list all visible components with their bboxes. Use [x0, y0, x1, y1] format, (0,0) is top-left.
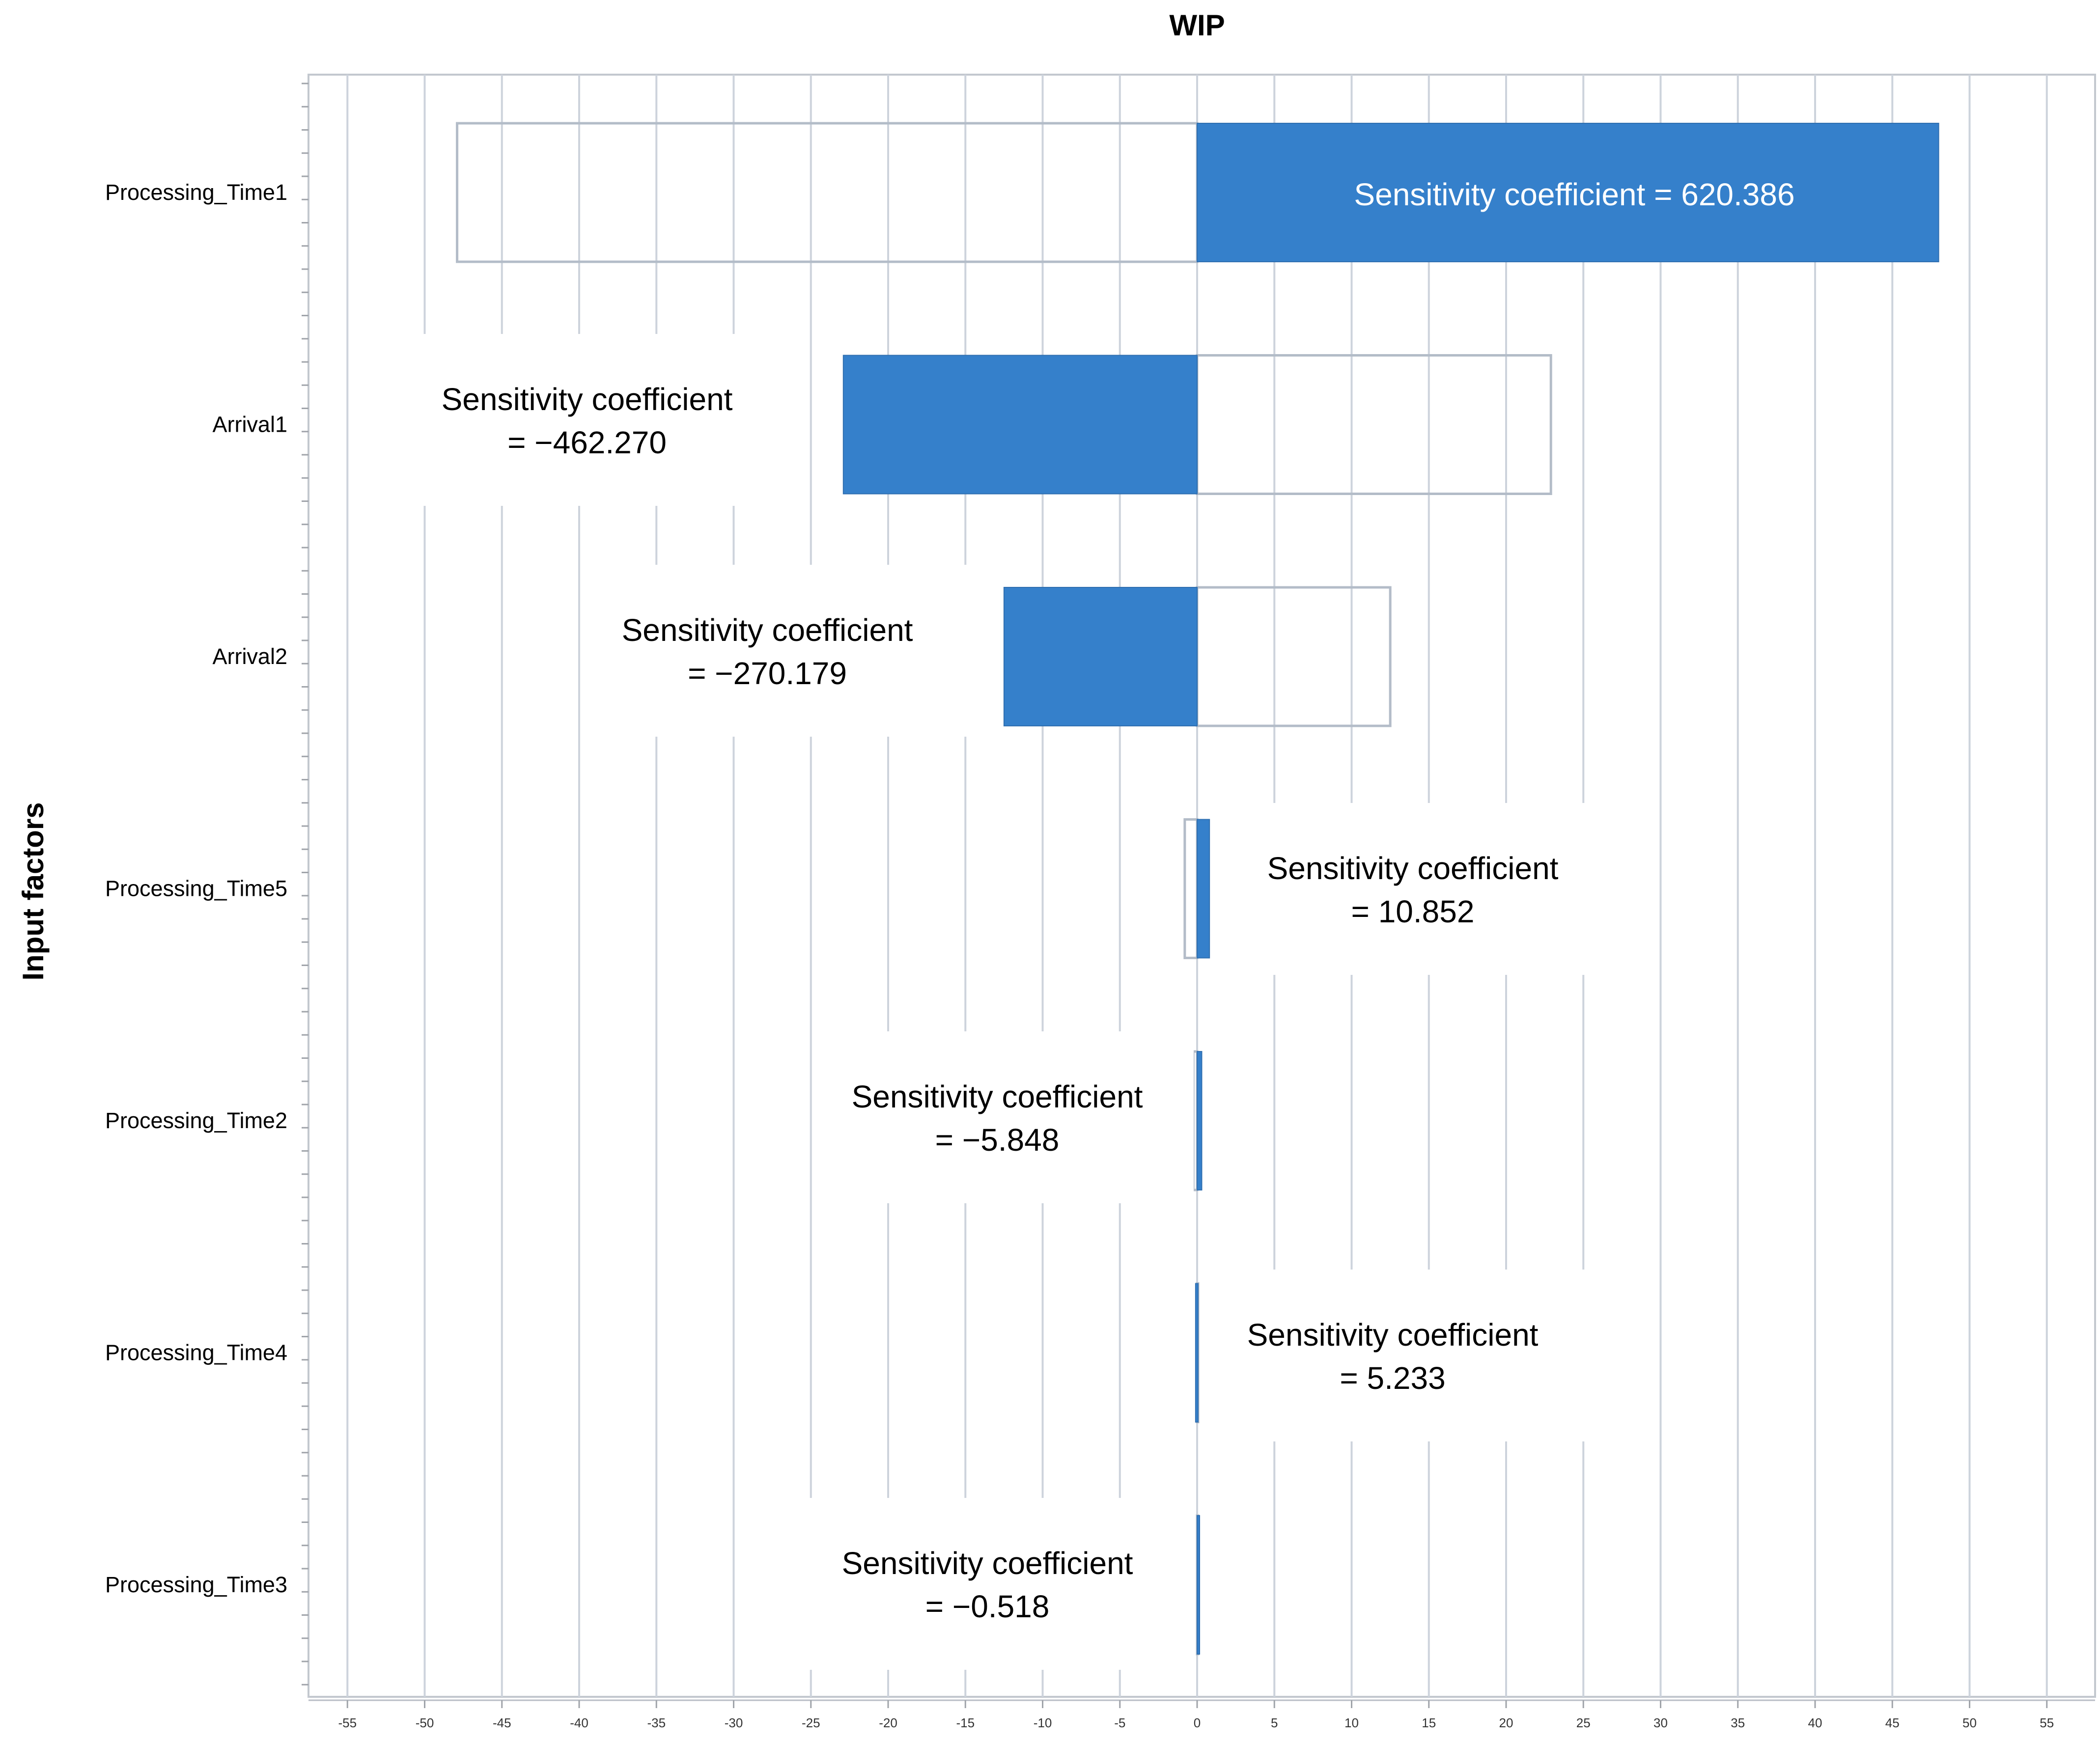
annotation-box: [1228, 803, 1606, 975]
x-tick-label: -5: [1114, 1715, 1125, 1730]
annotation-text: Sensitivity coefficient = 620.386: [1354, 177, 1794, 212]
category-label: Processing_Time2: [105, 1108, 287, 1133]
x-tick-label: -15: [956, 1715, 975, 1730]
bar-opposite-Arrival2: [1196, 586, 1392, 727]
annotation-text: = −270.179: [688, 656, 847, 691]
x-tick-label: 40: [1808, 1715, 1822, 1730]
x-tick-label: 55: [2040, 1715, 2054, 1730]
annotation-box: [806, 1498, 1184, 1670]
annotation-box: [403, 334, 791, 506]
x-tick-label: 25: [1576, 1715, 1591, 1730]
x-tick-label: -30: [725, 1715, 743, 1730]
x-tick-label: -45: [493, 1715, 511, 1730]
x-tick-label: -10: [1034, 1715, 1052, 1730]
annotation-text: Sensitivity coefficient: [1247, 1317, 1539, 1353]
bar-opposite-Arrival1: [1196, 354, 1552, 495]
category-label: Arrival2: [212, 644, 287, 669]
x-tick-label: 20: [1499, 1715, 1513, 1730]
plot-area-border: [308, 74, 2096, 1698]
bar-effect-Processing_Time2: [1197, 1051, 1203, 1190]
annotation-box: [1208, 1270, 1587, 1441]
annotation-Processing_Time2: Sensitivity coefficient = −5.848: [815, 1031, 1194, 1203]
annotation-Processing_Time3: Sensitivity coefficient = −0.518: [806, 1498, 1184, 1670]
y-axis-label: Input factors: [17, 802, 50, 980]
bars: [456, 122, 1939, 1656]
category-label: Processing_Time3: [105, 1572, 287, 1597]
bar-effect-Processing_Time1: [1197, 123, 1939, 262]
x-tick-label: -55: [338, 1715, 357, 1730]
annotation-box: [585, 565, 978, 737]
annotation-box: [815, 1031, 1194, 1203]
annotation-text: = 10.852: [1351, 894, 1475, 929]
annotations: Sensitivity coefficient = 620.386 Sensiti…: [403, 177, 1795, 1670]
annotation-text: Sensitivity coefficient: [1267, 851, 1559, 886]
x-tick-label: 35: [1731, 1715, 1745, 1730]
annotation-text: = −462.270: [507, 425, 667, 460]
annotation-Processing_Time1: Sensitivity coefficient = 620.386: [1354, 177, 1794, 212]
category-labels: Processing_Time1 Arrival1 Arrival2 Processi…: [105, 180, 287, 1597]
x-tick-label: -20: [879, 1715, 897, 1730]
annotation-text: = −5.848: [935, 1122, 1060, 1158]
category-label: Processing_Time5: [105, 876, 287, 901]
x-tick-label: 45: [1885, 1715, 1900, 1730]
x-tick-label: 30: [1653, 1715, 1668, 1730]
annotation-text: = 5.233: [1340, 1360, 1445, 1396]
x-tick-label: 15: [1422, 1715, 1436, 1730]
bar-opposite-Processing_Time1: [456, 122, 1199, 263]
annotation-text: Sensitivity coefficient: [622, 612, 913, 648]
bar-effect-Arrival2: [1003, 587, 1198, 726]
x-axis-ticks: -55 -50 -45 -40 -35 -30 -25 -20 -15 -10 -5 0 5 10 15 20…: [302, 83, 2095, 1730]
x-tick-label: 5: [1271, 1715, 1278, 1730]
category-label: Arrival1: [212, 412, 287, 437]
x-tick-label: -25: [802, 1715, 820, 1730]
x-tick-label: 50: [1962, 1715, 1977, 1730]
bar-opposite-Processing_Time2: [1192, 1050, 1199, 1191]
x-tick-label: -40: [570, 1715, 588, 1730]
annotation-text: Sensitivity coefficient: [842, 1546, 1133, 1581]
chart-title: WIP: [1169, 9, 1225, 42]
annotation-text: Sensitivity coefficient: [852, 1079, 1143, 1114]
bar-effect-Processing_Time3: [1197, 1515, 1200, 1655]
x-tick-label: 10: [1344, 1715, 1359, 1730]
annotation-Processing_Time4: Sensitivity coefficient = 5.233: [1208, 1270, 1587, 1441]
category-label: Processing_Time1: [105, 180, 287, 205]
bar-opposite-Processing_Time5: [1183, 818, 1199, 959]
annotation-text: = −0.518: [925, 1589, 1050, 1624]
plot-frame: [308, 74, 2096, 1698]
annotation-Arrival1: Sensitivity coefficient = −462.270: [403, 334, 791, 506]
bar-effect-Processing_Time4: [1195, 1283, 1199, 1423]
annotation-Arrival2: Sensitivity coefficient = −270.179: [585, 565, 978, 737]
x-tick-label: -35: [647, 1715, 666, 1730]
annotation-text: Sensitivity coefficient: [442, 382, 733, 417]
bar-effect-Processing_Time5: [1197, 819, 1210, 959]
annotation-Processing_Time5: Sensitivity coefficient = 10.852: [1228, 803, 1606, 975]
x-tick-label: -50: [416, 1715, 434, 1730]
x-tick-label: 0: [1194, 1715, 1201, 1730]
category-label: Processing_Time4: [105, 1340, 287, 1365]
bar-effect-Arrival1: [842, 355, 1198, 495]
